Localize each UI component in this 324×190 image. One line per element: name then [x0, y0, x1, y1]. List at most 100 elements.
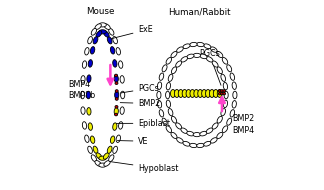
Ellipse shape [171, 132, 177, 139]
Ellipse shape [227, 118, 232, 125]
Ellipse shape [113, 36, 117, 44]
Ellipse shape [221, 90, 223, 92]
Ellipse shape [174, 89, 179, 97]
Ellipse shape [116, 135, 121, 142]
Ellipse shape [190, 89, 195, 97]
Ellipse shape [204, 141, 211, 146]
Ellipse shape [115, 98, 118, 100]
Ellipse shape [212, 123, 218, 129]
Ellipse shape [87, 75, 91, 82]
Ellipse shape [159, 110, 164, 117]
Ellipse shape [99, 23, 106, 27]
Text: BMP4: BMP4 [232, 126, 254, 135]
Ellipse shape [197, 42, 204, 47]
Ellipse shape [113, 60, 117, 67]
Ellipse shape [88, 60, 92, 67]
Ellipse shape [115, 82, 118, 85]
Ellipse shape [107, 37, 112, 44]
Ellipse shape [190, 42, 197, 47]
Ellipse shape [99, 30, 106, 34]
Text: PGCs: PGCs [199, 49, 221, 85]
Ellipse shape [157, 82, 162, 89]
Ellipse shape [166, 100, 170, 108]
Ellipse shape [96, 31, 102, 37]
Ellipse shape [162, 65, 167, 72]
Text: ExE: ExE [111, 25, 153, 39]
Ellipse shape [171, 67, 177, 74]
Ellipse shape [114, 75, 118, 82]
Ellipse shape [230, 110, 235, 117]
Ellipse shape [115, 91, 119, 99]
Ellipse shape [110, 47, 115, 54]
Ellipse shape [193, 53, 201, 57]
Ellipse shape [170, 89, 175, 97]
Text: Mouse: Mouse [87, 7, 115, 16]
Ellipse shape [224, 91, 228, 99]
Ellipse shape [110, 136, 115, 143]
Ellipse shape [99, 163, 106, 167]
Ellipse shape [190, 143, 197, 148]
Ellipse shape [187, 131, 194, 136]
Ellipse shape [91, 28, 97, 35]
Ellipse shape [157, 101, 162, 108]
Ellipse shape [113, 123, 117, 130]
Ellipse shape [121, 91, 125, 99]
Ellipse shape [157, 91, 161, 99]
Ellipse shape [211, 47, 217, 52]
Ellipse shape [88, 36, 92, 44]
Ellipse shape [227, 65, 232, 72]
Ellipse shape [114, 74, 118, 77]
Ellipse shape [171, 116, 177, 123]
Ellipse shape [166, 126, 171, 132]
Ellipse shape [194, 89, 199, 97]
Text: Human/Rabbit: Human/Rabbit [168, 7, 231, 16]
Ellipse shape [206, 57, 213, 62]
Ellipse shape [218, 90, 221, 92]
Ellipse shape [93, 146, 98, 153]
Ellipse shape [166, 91, 170, 99]
Ellipse shape [222, 58, 228, 64]
Ellipse shape [217, 67, 222, 74]
Ellipse shape [217, 116, 222, 123]
Ellipse shape [99, 156, 106, 160]
Text: BMP8b: BMP8b [69, 91, 96, 101]
Text: VE: VE [117, 137, 149, 146]
Ellipse shape [88, 123, 92, 130]
Ellipse shape [103, 153, 109, 159]
Ellipse shape [95, 24, 101, 29]
Ellipse shape [168, 74, 173, 82]
Ellipse shape [81, 107, 85, 114]
Ellipse shape [202, 89, 207, 97]
Ellipse shape [200, 131, 207, 136]
Ellipse shape [204, 44, 211, 49]
Ellipse shape [232, 82, 237, 89]
Ellipse shape [82, 122, 87, 129]
Ellipse shape [217, 132, 223, 139]
Ellipse shape [85, 135, 89, 142]
Ellipse shape [230, 73, 235, 80]
Ellipse shape [213, 89, 218, 97]
Ellipse shape [87, 108, 91, 115]
Ellipse shape [197, 143, 204, 148]
Ellipse shape [181, 128, 188, 133]
Ellipse shape [107, 146, 112, 153]
Ellipse shape [113, 146, 117, 154]
Text: PGCs: PGCs [120, 84, 159, 93]
Ellipse shape [178, 89, 183, 97]
Ellipse shape [103, 31, 109, 37]
Ellipse shape [109, 28, 114, 35]
Ellipse shape [120, 107, 124, 114]
Ellipse shape [166, 58, 171, 64]
Ellipse shape [93, 37, 98, 44]
Ellipse shape [181, 57, 188, 62]
Ellipse shape [232, 101, 237, 108]
Ellipse shape [115, 105, 118, 108]
Ellipse shape [206, 128, 213, 133]
Text: BMP2: BMP2 [232, 114, 254, 123]
Ellipse shape [209, 89, 214, 97]
Ellipse shape [120, 76, 124, 83]
Ellipse shape [221, 93, 223, 95]
Ellipse shape [96, 153, 102, 159]
Ellipse shape [80, 91, 85, 99]
Ellipse shape [223, 90, 226, 92]
